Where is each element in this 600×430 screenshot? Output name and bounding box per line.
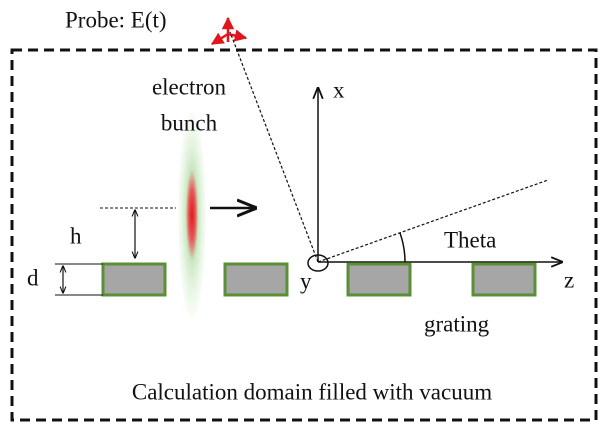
theta-label: Theta: [444, 227, 496, 252]
y-axis-symbol: [307, 254, 329, 272]
d-label: d: [27, 265, 39, 290]
z-label: z: [564, 267, 574, 292]
probe-line: [229, 31, 319, 263]
y-label: y: [300, 268, 312, 293]
domain-label: Calculation domain filled with vacuum: [132, 379, 492, 404]
x-label: x: [333, 77, 345, 102]
h-label: h: [70, 223, 82, 248]
bunch-label: bunch: [161, 110, 218, 135]
angle-line: [317, 179, 549, 263]
probe-icon: [210, 16, 248, 46]
bunch-label: electron: [152, 74, 227, 99]
grating-label: grating: [424, 311, 490, 336]
grating-teeth: [101, 262, 537, 297]
probe-label: Probe: E(t): [65, 7, 167, 32]
domain-border: [10, 48, 598, 422]
angle-arc: [399, 232, 406, 263]
electron-bunch: [178, 113, 206, 317]
